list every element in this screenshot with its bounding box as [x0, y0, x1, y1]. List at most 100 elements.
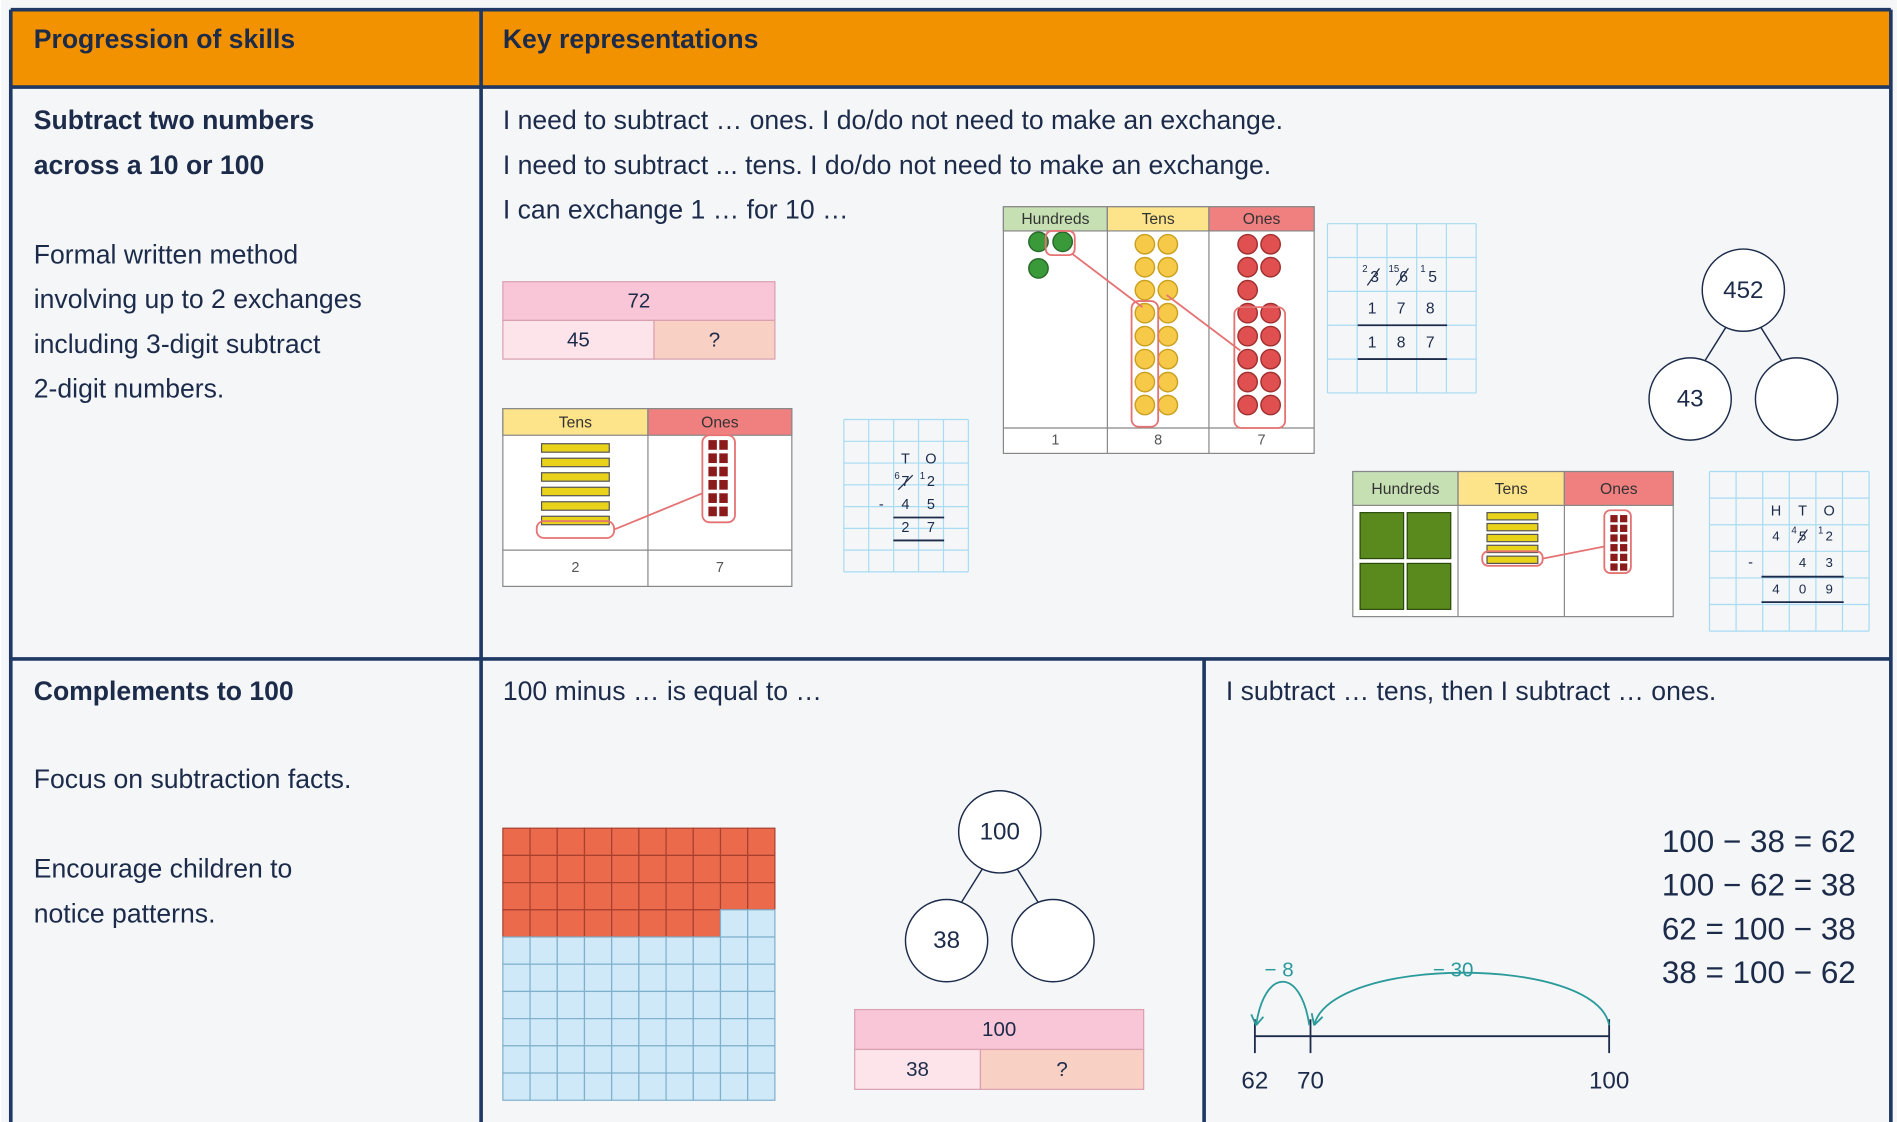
pv-header-label: Ones: [1243, 211, 1281, 228]
hundred-square-cell: [719, 854, 749, 884]
hundred-square-cell: [502, 854, 531, 884]
hundred-square-cell: [665, 1018, 694, 1047]
part-circle: [1754, 357, 1839, 441]
strike: [897, 474, 914, 491]
ten-counter: [1134, 394, 1156, 416]
hundred-counter: [1028, 258, 1049, 279]
hundred-square-cell: [665, 936, 694, 965]
sentence-stem: I need to subtract ... tens. I do/do not…: [503, 150, 1271, 180]
exchange-digit: 2: [1362, 264, 1367, 275]
pv-total: 7: [716, 560, 724, 576]
grid-digit: 3: [1825, 555, 1832, 570]
ten-counter: [1134, 348, 1156, 370]
one-cube: [1620, 553, 1628, 561]
part-whole-label: 452: [1723, 277, 1763, 304]
hundred-square-cell: [529, 854, 558, 884]
hundred-square: [1359, 512, 1405, 560]
hundred-square-cell: [665, 963, 694, 993]
part-circle: [1648, 357, 1732, 441]
ten-rod: [540, 486, 610, 497]
grid-operator: -: [879, 497, 884, 513]
pv-total: 1: [1051, 433, 1059, 449]
part-whole-label: 43: [1677, 386, 1704, 413]
hundred-square-cell: [611, 909, 640, 938]
exchange-arrow: [1542, 545, 1605, 560]
hundred-square-cell: [611, 827, 640, 857]
pv-header-label: Tens: [559, 414, 592, 431]
ten-counter: [1134, 233, 1156, 255]
number-line-label: 62: [1241, 1067, 1268, 1094]
grid-digit: H: [1771, 503, 1781, 519]
sentence-stem: I can exchange 1 … for 10 …: [503, 195, 849, 225]
ten-rod: [540, 457, 610, 468]
hundred-square-cell: [502, 882, 531, 911]
grid-digit: 7: [1397, 301, 1406, 318]
bar-part: [502, 319, 655, 360]
grid-digit: 4: [1772, 528, 1779, 543]
one-counter: [1237, 302, 1259, 324]
one-counter: [1260, 256, 1282, 278]
hundred-square-cell: [692, 1072, 722, 1101]
hundred-square: [1406, 512, 1452, 560]
ten-counter: [1134, 302, 1156, 324]
hundred-square-cell: [583, 936, 613, 965]
grid-digit: T: [1798, 503, 1807, 519]
ten-counter: [1157, 256, 1179, 278]
grid-digit: 4: [1799, 555, 1806, 570]
connector: [1701, 326, 1728, 366]
hundred-square-cell: [692, 936, 722, 965]
one-counter: [1260, 233, 1282, 255]
hundred-square-cell: [556, 1072, 586, 1101]
hundred-square-cell: [665, 909, 694, 938]
pv-header-label: Tens: [1495, 481, 1528, 498]
hundred-counter: [1052, 231, 1074, 253]
exchange-ring: [1044, 230, 1076, 257]
sentence-stem: I subtract … tens, then I subtract … one…: [1226, 676, 1716, 706]
ten-rod: [1486, 533, 1539, 543]
one-counter: [1237, 394, 1259, 416]
grid-digit: 9: [1825, 582, 1832, 597]
hundred-square-cell: [611, 882, 640, 911]
grid-digit: O: [925, 451, 936, 467]
bar-label: ?: [1056, 1058, 1067, 1081]
exchange-ring: [1233, 306, 1287, 429]
bar-label: ?: [709, 328, 720, 351]
hundred-square-cell: [747, 882, 776, 911]
header-cell: Key representations: [503, 24, 759, 54]
ten-counter: [1157, 233, 1179, 255]
hundred-square-cell: [638, 854, 667, 884]
ten-counter: [1157, 348, 1179, 370]
hundred-square-cell: [747, 1072, 776, 1101]
bar-label: 72: [627, 290, 650, 313]
grid-digit: 2: [927, 474, 935, 490]
hundred-square-cell: [719, 882, 749, 911]
skill-description: Focus on subtraction facts.: [34, 764, 352, 794]
one-cube: [1620, 515, 1628, 523]
jump-arc: [1313, 971, 1611, 1026]
pv-total: 2: [571, 560, 579, 576]
ten-counter: [1157, 302, 1179, 324]
ten-rod: [540, 443, 610, 453]
hundred-square-cell: [529, 827, 558, 857]
one-counter: [1237, 279, 1259, 301]
hundred-square-cell: [583, 963, 613, 993]
exchange-digit: 4: [1791, 525, 1797, 536]
exchange-digit: 1: [920, 471, 925, 482]
hundred-square-cell: [719, 936, 749, 965]
part-circle: [904, 898, 989, 983]
hundred-square-cell: [719, 1045, 749, 1074]
hundred-square-cell: [556, 1045, 586, 1074]
hundred-square-cell: [611, 936, 640, 965]
pv-header: [502, 408, 649, 436]
one-cube: [1610, 515, 1618, 523]
hundred-square-cell: [638, 882, 667, 911]
one-cube: [708, 440, 717, 450]
hundred-square-cell: [747, 990, 776, 1020]
hundred-square-cell: [692, 1018, 722, 1047]
pv-header: [1208, 206, 1315, 232]
part-whole-label: 100: [980, 818, 1020, 845]
hundred-square-cell: [502, 1072, 531, 1101]
exchange-ring: [1130, 300, 1160, 428]
grid-digit: 2: [901, 520, 909, 536]
